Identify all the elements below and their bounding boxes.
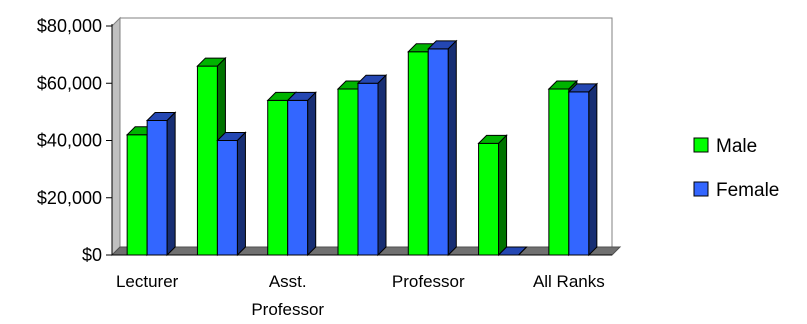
- x-tick-label: Lecturer: [116, 272, 179, 291]
- legend-swatch: [693, 181, 709, 197]
- bar-front: [196, 65, 218, 256]
- bar: [356, 74, 388, 257]
- x-tick-label-line: Professor: [251, 300, 324, 319]
- legend-item: Male: [693, 136, 757, 157]
- x-tick-label-line: Asst.: [269, 272, 307, 291]
- bar-front: [287, 99, 309, 256]
- bar-side: [518, 246, 527, 256]
- x-tick-label: Professor: [392, 272, 465, 291]
- bar-series: [125, 39, 599, 257]
- y-tick-label: $20,000: [37, 188, 102, 208]
- x-tick-label-line: Professor: [392, 272, 465, 291]
- legend-label: Male: [716, 136, 757, 157]
- legend-swatch: [693, 137, 709, 153]
- bar-side: [588, 82, 598, 257]
- y-tick-label: $40,000: [37, 131, 102, 151]
- bar-front: [126, 134, 148, 256]
- bar-side: [447, 39, 457, 257]
- bar-side: [236, 131, 246, 257]
- bar-front: [357, 82, 379, 256]
- bar-front: [337, 88, 359, 256]
- x-tick-label: All Ranks: [533, 272, 605, 291]
- bar-side: [307, 91, 317, 257]
- bar-front: [427, 48, 449, 256]
- bar: [427, 39, 458, 257]
- x-tick-label: Asst. Professor: [251, 272, 324, 319]
- bar-front: [146, 119, 168, 256]
- bar-side: [166, 111, 176, 257]
- x-tick-label-line: Lecturer: [116, 272, 179, 291]
- legend: Male Female: [693, 136, 779, 201]
- x-axis: Lecturer Asst. Professor Professor All Ranks: [112, 254, 612, 319]
- legend-item: Female: [693, 180, 779, 201]
- y-tick-label: $60,000: [37, 73, 102, 93]
- bar: [567, 82, 599, 257]
- legend-label: Female: [716, 180, 779, 201]
- y-tick-label: $0: [82, 245, 102, 265]
- bar: [216, 131, 247, 257]
- bar: [477, 134, 508, 257]
- bar-front: [407, 51, 429, 256]
- side-wall: [111, 16, 121, 257]
- bar-front: [568, 91, 590, 256]
- bar-front: [216, 140, 238, 256]
- bar: [286, 91, 317, 257]
- y-tick-label: $80,000: [37, 16, 102, 36]
- bar-side: [498, 134, 508, 257]
- bar-front: [548, 88, 570, 256]
- bar-side: [377, 74, 387, 257]
- x-tick-label-line: All Ranks: [533, 272, 605, 291]
- bar-front: [478, 142, 500, 256]
- bar: [145, 111, 177, 257]
- y-axis: $0 $20,000 $40,000 $60,000 $80,000: [37, 16, 113, 265]
- bar-front: [267, 99, 289, 256]
